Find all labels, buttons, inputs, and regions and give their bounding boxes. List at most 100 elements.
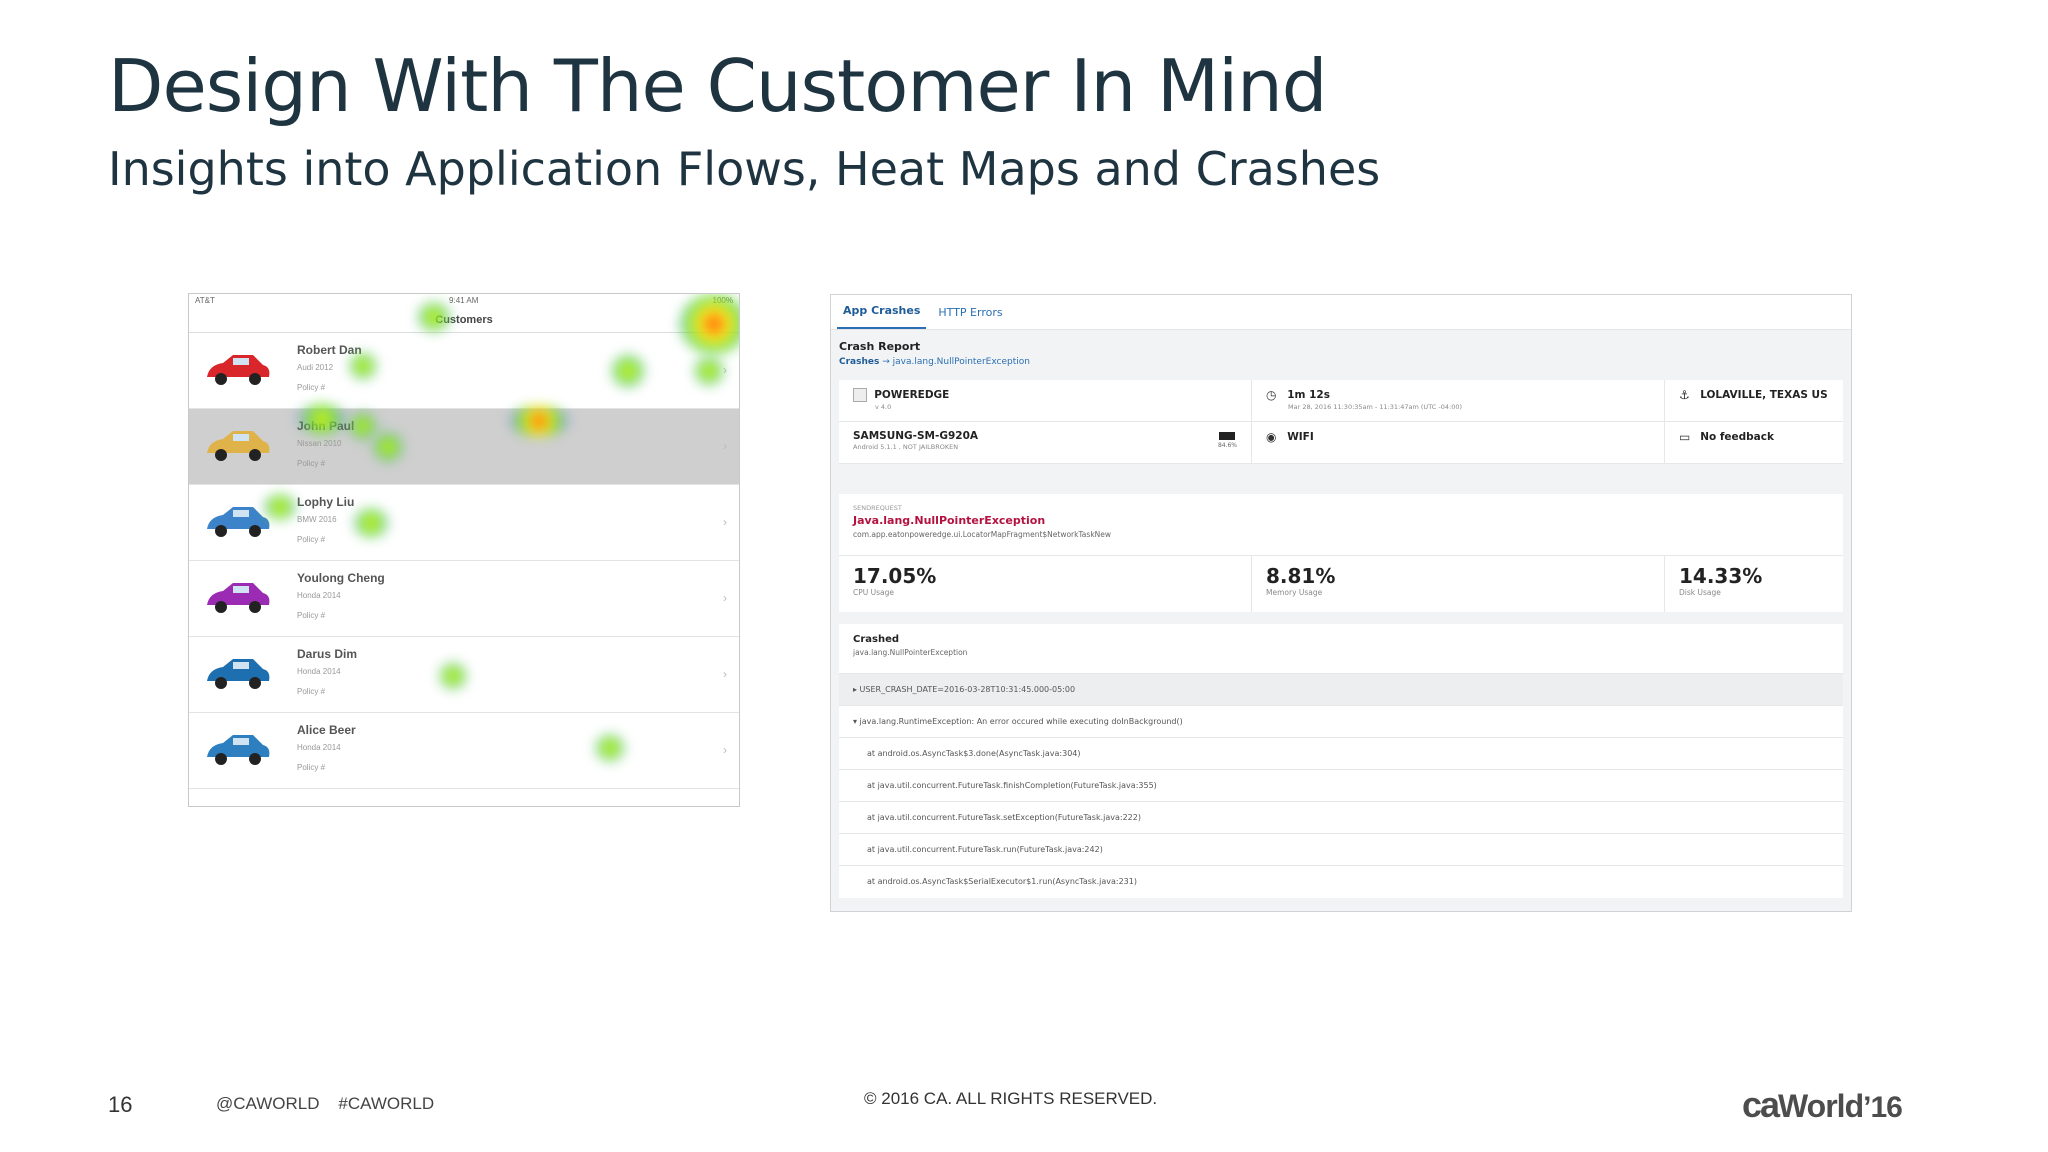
crash-info-grid: POWEREDGE v 4.0 ◷ 1m 12s Mar 28, 2016 11… <box>839 380 1843 464</box>
crashed-subtitle: java.lang.NullPointerException <box>853 648 968 657</box>
chevron-right-icon: › <box>723 439 727 453</box>
duration-value: 1m 12s <box>1287 389 1330 401</box>
location-value: LOLAVILLE, TEXAS US <box>1700 389 1828 401</box>
vehicle-image <box>207 659 270 689</box>
metric-label: Disk Usage <box>1679 588 1721 597</box>
customer-vehicle: Nissan 2010 <box>297 439 342 448</box>
app-info-cell: POWEREDGE v 4.0 <box>839 380 1252 422</box>
vehicle-image <box>207 431 270 461</box>
customer-row[interactable]: Alice Beer Honda 2014 Policy # › <box>189 713 739 789</box>
customer-vehicle: BMW 2016 <box>297 515 337 524</box>
social-handles: @CAWORLD #CAWORLD <box>216 1094 435 1113</box>
customer-row[interactable]: Lophy Liu BMW 2016 Policy # › <box>189 485 739 561</box>
metric-value: 17.05% <box>853 564 937 588</box>
trace-line: at java.util.concurrent.FutureTask.finis… <box>839 770 1843 802</box>
battery-icon <box>1219 432 1236 440</box>
customer-name: Lophy Liu <box>297 495 355 509</box>
breadcrumb-current: java.lang.NullPointerException <box>892 357 1030 367</box>
heatmap-phone-screenshot: AT&T 9:41 AM 100% Customers Robert Dan Au… <box>188 293 740 807</box>
wifi-icon: ◉ <box>1266 430 1277 444</box>
customer-row[interactable]: Robert Dan Audi 2012 Policy # › <box>189 333 739 409</box>
trace-toggle-row[interactable]: ▸ USER_CRASH_DATE=2016-03-28T10:31:45.00… <box>839 674 1843 706</box>
location-pin-icon: ⚓ <box>1679 388 1690 402</box>
chevron-right-icon: › <box>723 363 727 377</box>
battery-label: 100% <box>712 296 733 305</box>
customer-vehicle: Honda 2014 <box>297 591 341 600</box>
app-version: v 4.0 <box>875 403 892 411</box>
customer-row[interactable]: Darus Dim Honda 2014 Policy # › <box>189 637 739 713</box>
feedback-value: No feedback <box>1700 431 1774 443</box>
customer-policy: Policy # <box>297 687 326 696</box>
location-cell: ⚓ LOLAVILLE, TEXAS US <box>1665 380 1843 422</box>
customer-name: Youlong Cheng <box>297 571 385 585</box>
customer-name: John Paul <box>297 419 355 433</box>
customer-vehicle: Audi 2012 <box>297 363 334 372</box>
crash-report-panel: App Crashes HTTP Errors Crash Report Cra… <box>830 294 1852 912</box>
customer-name: Darus Dim <box>297 647 358 661</box>
page-number: 16 <box>108 1092 133 1117</box>
network-cell: ◉ WIFI <box>1252 422 1665 464</box>
device-cell: SAMSUNG-SM-G920A Android 5.1.1 , NOT JAI… <box>839 422 1252 464</box>
customer-policy: Policy # <box>297 459 326 468</box>
crash-report-heading: Crash Report <box>839 340 921 353</box>
breadcrumb-arrow-icon: → <box>882 357 890 367</box>
vehicle-image <box>207 583 270 613</box>
exception-kind: SENDREQUEST <box>853 504 902 512</box>
slide-subtitle: Insights into Application Flows, Heat Ma… <box>108 142 1381 196</box>
metric-value: 8.81% <box>1266 564 1336 588</box>
tab-app-crashes[interactable]: App Crashes <box>837 304 927 329</box>
tab-http-errors[interactable]: HTTP Errors <box>938 306 1003 319</box>
app-name: POWEREDGE <box>874 389 950 401</box>
app-icon <box>853 388 867 402</box>
customer-vehicle: Honda 2014 <box>297 667 341 676</box>
vehicle-image <box>207 507 270 537</box>
network-value: WIFI <box>1287 431 1314 443</box>
trace-toggle-row[interactable]: ▾ java.lang.RuntimeException: An error o… <box>839 706 1843 738</box>
exception-name: Java.lang.NullPointerException <box>853 514 1046 527</box>
vehicle-image <box>207 355 270 385</box>
customer-policy: Policy # <box>297 383 326 392</box>
customer-policy: Policy # <box>297 535 326 544</box>
breadcrumb-crashes-link[interactable]: Crashes <box>839 357 880 367</box>
customer-policy: Policy # <box>297 611 326 620</box>
memory-metric: 8.81% Memory Usage <box>1252 556 1665 612</box>
crash-tabs: App Crashes HTTP Errors <box>831 295 1851 330</box>
cpu-metric: 17.05% CPU Usage <box>839 556 1252 612</box>
device-os: Android 5.1.1 , NOT JAILBROKEN <box>853 443 959 451</box>
usage-metrics: 17.05% CPU Usage 8.81% Memory Usage 14.3… <box>839 556 1843 612</box>
device-name: SAMSUNG-SM-G920A <box>853 430 979 442</box>
customer-row[interactable]: Youlong Cheng Honda 2014 Policy # › <box>189 561 739 637</box>
customer-name: Robert Dan <box>297 343 362 357</box>
trace-line: at android.os.AsyncTask$SerialExecutor$1… <box>867 877 1137 886</box>
exception-summary: SENDREQUEST Java.lang.NullPointerExcepti… <box>839 494 1843 556</box>
chevron-right-icon: › <box>723 743 727 757</box>
duration-cell: ◷ 1m 12s Mar 28, 2016 11:30:35am - 11:31… <box>1252 380 1665 422</box>
customer-name: Alice Beer <box>297 723 356 737</box>
battery-indicator: 84.6% <box>1218 432 1237 449</box>
phone-nav-title: Customers <box>189 308 739 333</box>
slide-title: Design With The Customer In Mind <box>108 44 1327 128</box>
battery-level: 84.6% <box>1217 442 1237 449</box>
customer-row[interactable]: John Paul Nissan 2010 Policy # › <box>189 409 739 485</box>
chevron-right-icon: › <box>723 515 727 529</box>
duration-detail: Mar 28, 2016 11:30:35am - 11:31:47am (UT… <box>1288 403 1463 411</box>
clock-icon: ◷ <box>1266 388 1277 402</box>
ca-world-logo: caWorld’16 <box>1742 1084 1903 1125</box>
exception-class: com.app.eatonpoweredge.ui.LocatorMapFrag… <box>853 530 1112 539</box>
crashed-title: Crashed <box>853 634 900 645</box>
vehicle-image <box>207 735 270 765</box>
stack-trace: ▸ USER_CRASH_DATE=2016-03-28T10:31:45.00… <box>839 674 1843 898</box>
metric-label: Memory Usage <box>1266 588 1323 597</box>
customer-list: Robert Dan Audi 2012 Policy # › John Paul Nis… <box>189 333 739 789</box>
time-label: 9:41 AM <box>449 296 479 305</box>
customer-policy: Policy # <box>297 763 326 772</box>
metric-label: CPU Usage <box>853 588 895 597</box>
feedback-cell: ▭ No feedback <box>1665 422 1843 464</box>
chevron-right-icon: › <box>723 667 727 681</box>
trace-line: at android.os.AsyncTask$3.done(AsyncTask… <box>839 738 1843 770</box>
breadcrumb: Crash Report Crashes → java.lang.NullPoi… <box>831 330 1851 380</box>
chevron-right-icon: › <box>723 591 727 605</box>
trace-line: at java.util.concurrent.FutureTask.run(F… <box>839 834 1843 866</box>
carrier-label: AT&T <box>195 296 215 305</box>
customer-vehicle: Honda 2014 <box>297 743 341 752</box>
